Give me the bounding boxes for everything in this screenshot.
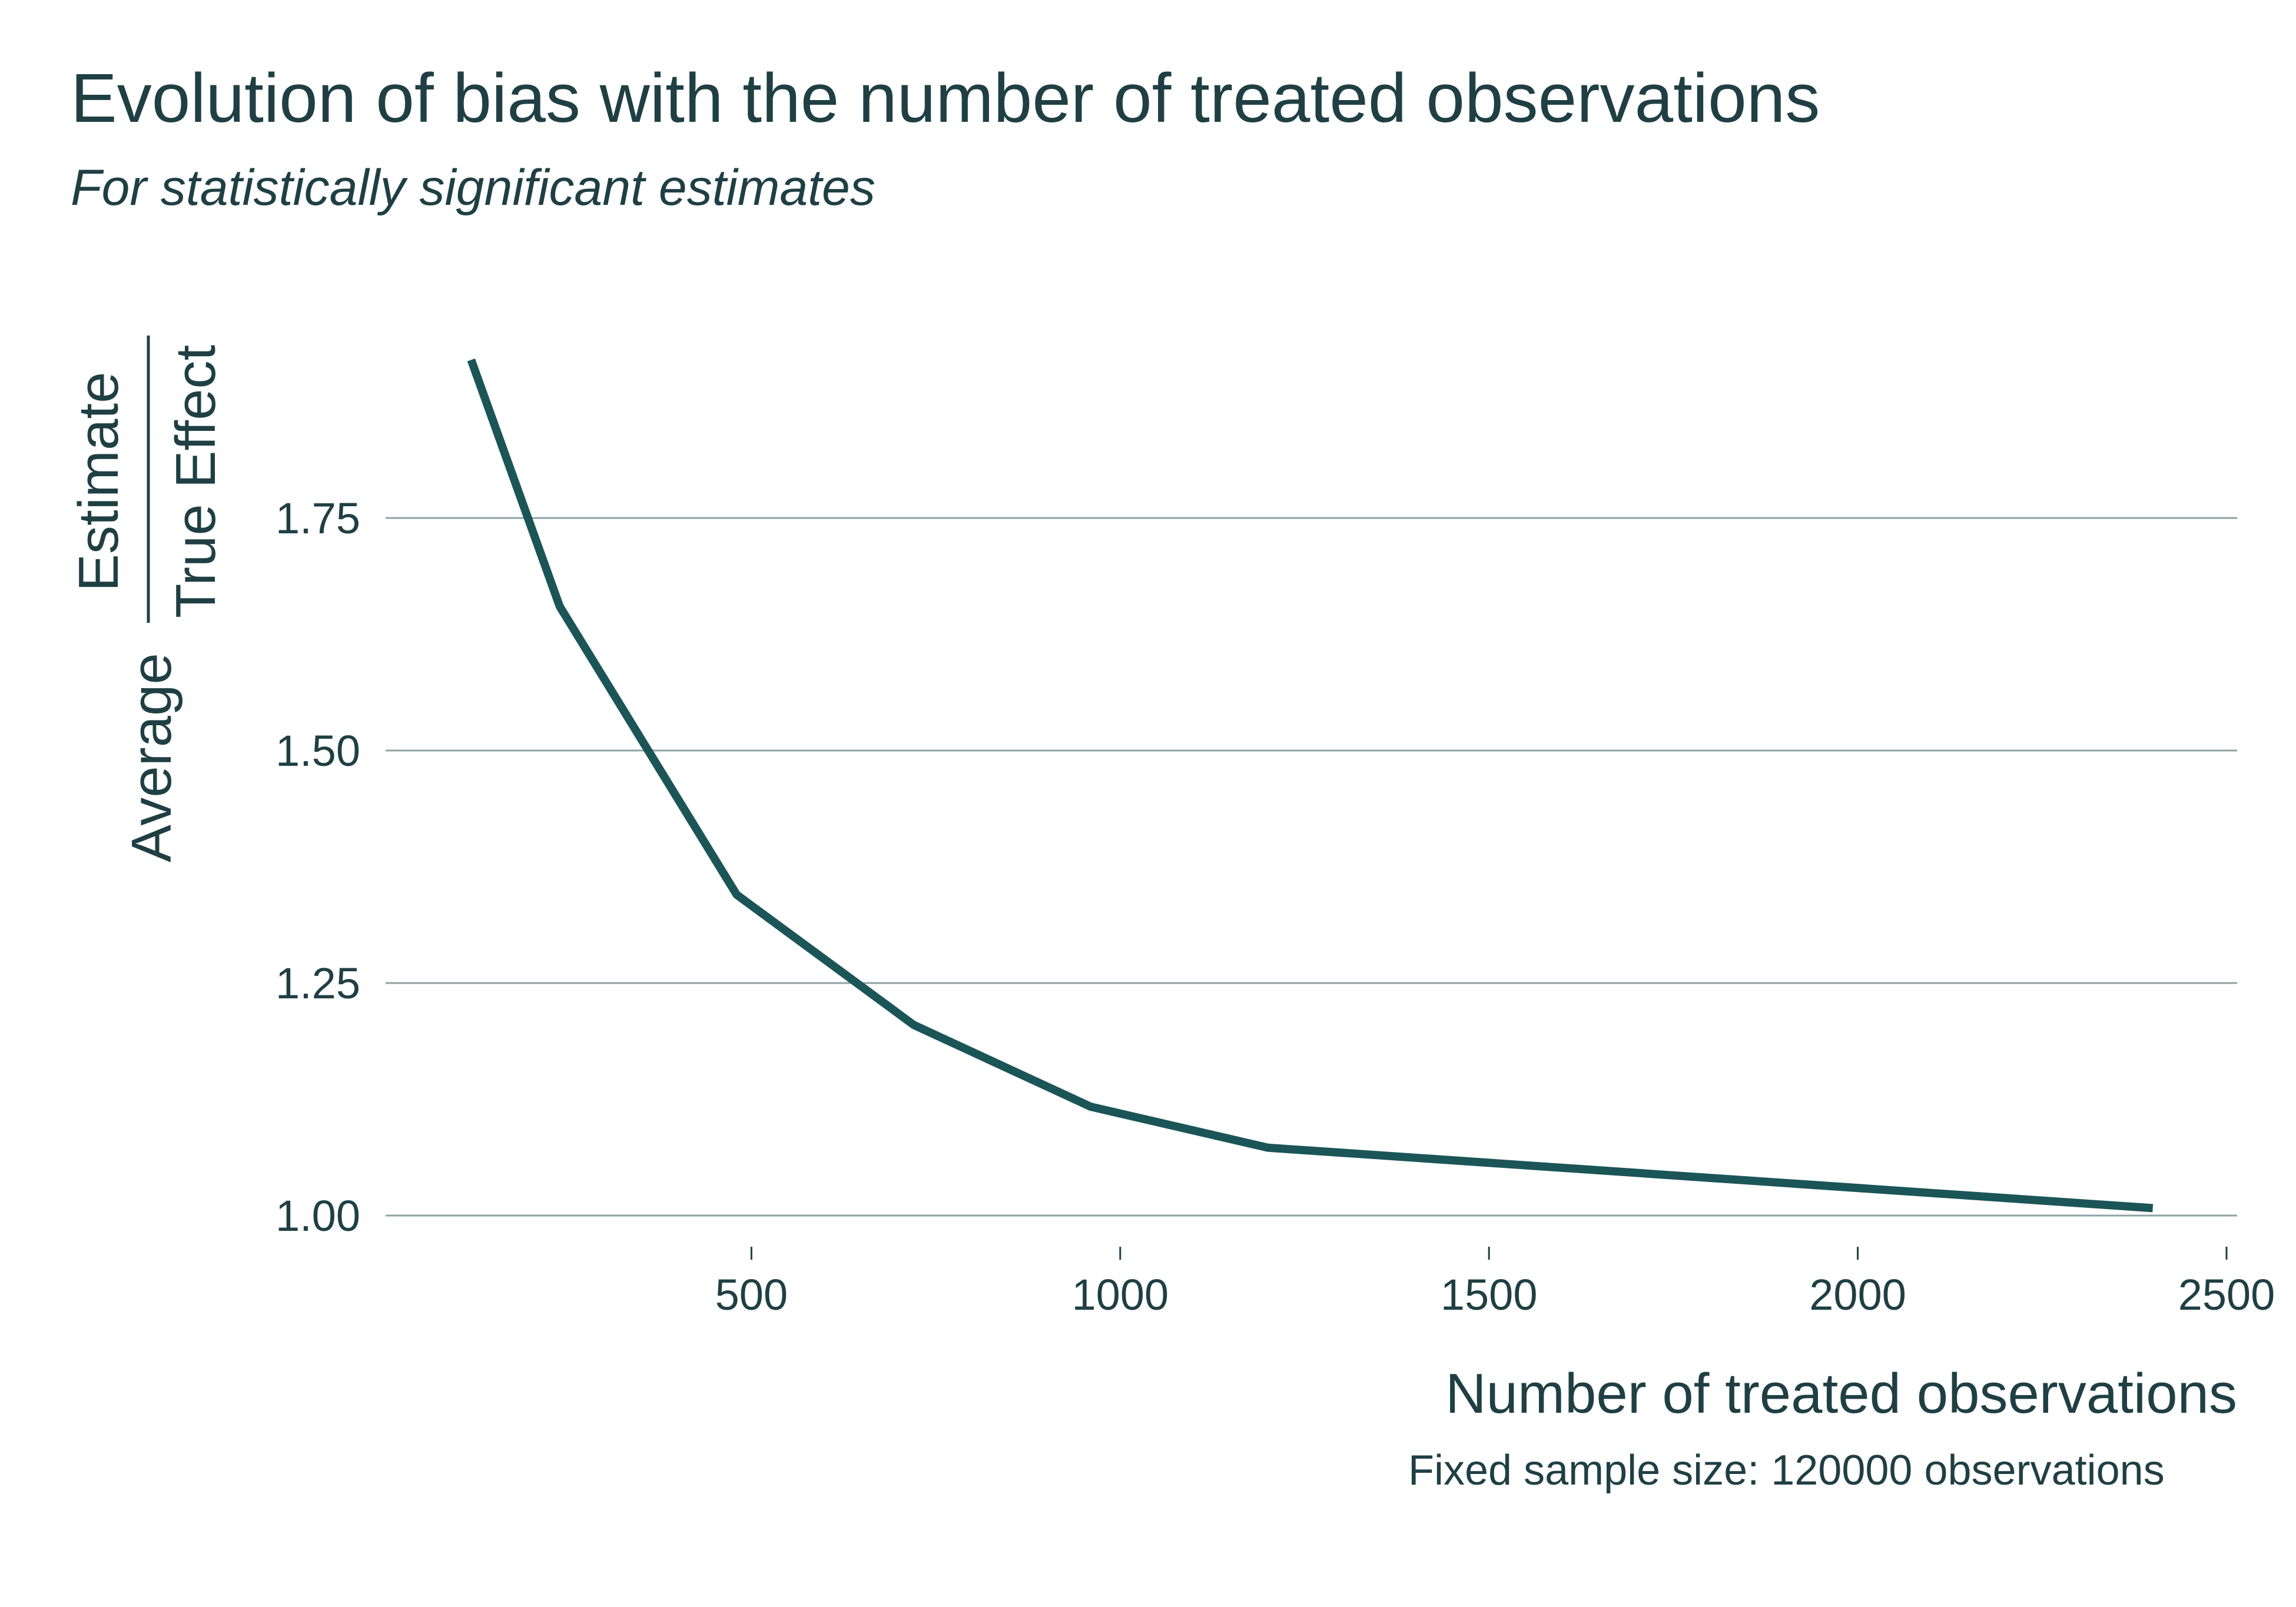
y-tick-label: 1.25 bbox=[276, 959, 360, 1008]
series-group bbox=[467, 358, 2154, 1213]
y-tick-label: 1.75 bbox=[276, 494, 360, 543]
series-line bbox=[467, 358, 2154, 1213]
x-tick-label: 500 bbox=[715, 1270, 788, 1319]
x-tick-label: 2500 bbox=[2178, 1270, 2275, 1319]
x-tick-labels: 500 1000 1500 2000 2500 bbox=[715, 1270, 2275, 1319]
y-axis-title-numerator: Estimate bbox=[67, 372, 130, 592]
x-tick-label: 2000 bbox=[1809, 1270, 1906, 1319]
x-axis-title: Number of treated observations bbox=[1445, 1362, 2237, 1425]
y-tick-label: 1.00 bbox=[276, 1191, 360, 1240]
x-tick-label: 1500 bbox=[1441, 1270, 1538, 1319]
x-ticks bbox=[750, 1247, 2228, 1260]
y-axis-title: Average Estimate True Effect bbox=[67, 336, 227, 862]
y-axis-title-denominator: True Effect bbox=[164, 345, 227, 618]
y-axis-title-prefix: Average bbox=[120, 653, 183, 862]
gridlines bbox=[386, 517, 2237, 1217]
y-tick-labels: 1.00 1.25 1.50 1.75 bbox=[276, 494, 360, 1240]
chart-title: Evolution of bias with the number of tre… bbox=[71, 59, 1820, 137]
x-axis-caption: Fixed sample size: 120000 observations bbox=[1408, 1447, 2165, 1494]
x-tick-label: 1000 bbox=[1071, 1270, 1169, 1319]
chart-subtitle: For statistically significant estimates bbox=[71, 160, 875, 216]
y-tick-label: 1.50 bbox=[276, 726, 360, 775]
